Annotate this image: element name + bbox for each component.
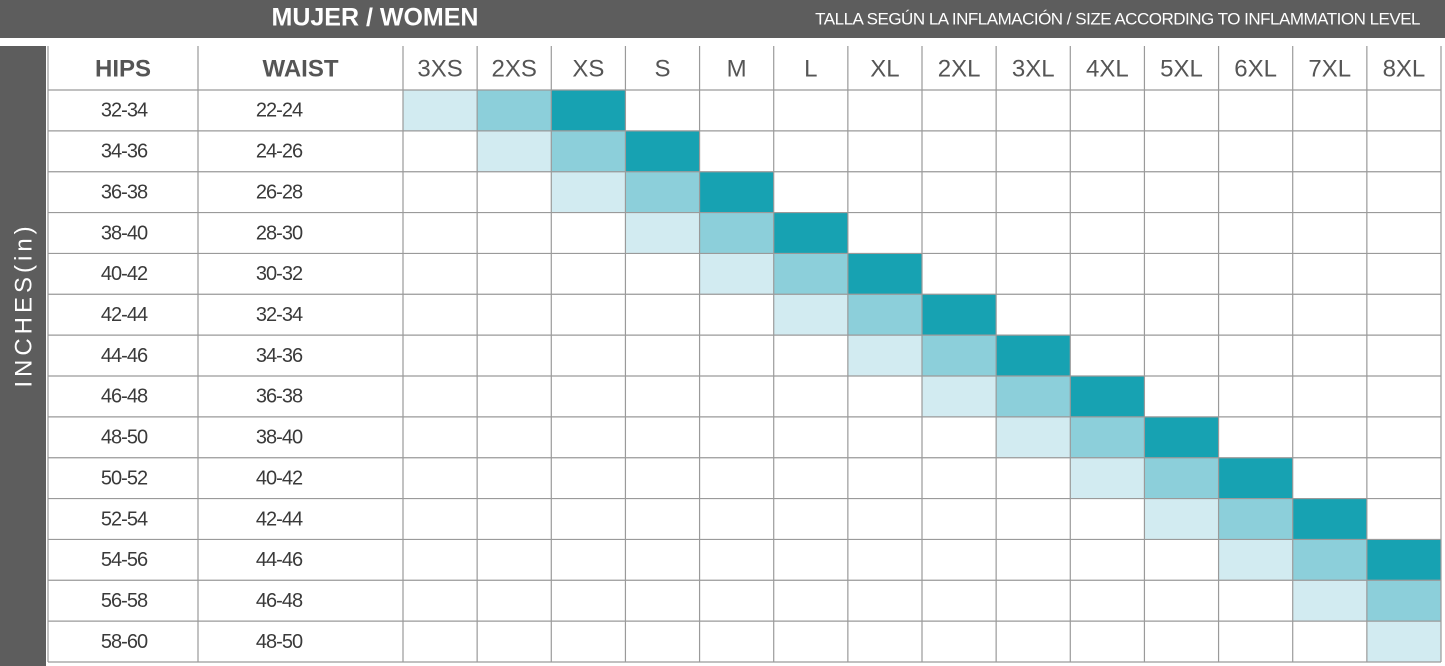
fit-cell — [625, 171, 700, 213]
hips-cell: 36-38 — [101, 181, 148, 203]
fit-cell — [996, 416, 1071, 458]
fit-cell — [1292, 539, 1367, 581]
fit-cell — [773, 212, 848, 254]
hips-cell: 58-60 — [101, 631, 148, 653]
hips-cell: 34-36 — [101, 141, 148, 163]
hips-cell: 42-44 — [101, 304, 148, 326]
fit-cell — [1218, 498, 1293, 540]
column-header: WAIST — [263, 55, 339, 82]
column-header: 4XL — [1086, 55, 1129, 82]
fit-cell — [773, 253, 848, 295]
fit-cell — [1144, 457, 1219, 499]
column-header: 7XL — [1308, 55, 1351, 82]
fit-cell — [477, 90, 552, 131]
hips-cell: 48-50 — [101, 427, 148, 449]
fit-cell — [1218, 457, 1293, 499]
fit-cell — [1144, 416, 1219, 458]
column-header: 2XL — [938, 55, 981, 82]
waist-cell: 44-46 — [256, 549, 303, 571]
fit-cell — [773, 294, 848, 336]
hips-cell: 50-52 — [101, 467, 148, 489]
fit-cell — [1366, 580, 1441, 622]
waist-cell: 48-50 — [256, 631, 303, 653]
fit-cell — [1070, 376, 1145, 417]
fit-cell — [699, 253, 774, 295]
column-header: 2XS — [492, 55, 537, 82]
fit-cell — [847, 294, 922, 336]
waist-cell: 36-38 — [256, 386, 303, 408]
waist-cell: 46-48 — [256, 590, 303, 612]
fit-cell — [996, 376, 1071, 417]
waist-cell: 38-40 — [256, 427, 303, 449]
fit-cell — [699, 171, 774, 213]
fit-cell — [1366, 539, 1441, 581]
fit-cell — [477, 130, 552, 172]
side-bar — [0, 46, 46, 666]
fit-cell — [551, 130, 626, 172]
fit-cell — [922, 376, 997, 417]
header-bar — [0, 0, 1445, 38]
column-header: HIPS — [95, 55, 151, 82]
waist-cell: 26-28 — [256, 181, 303, 203]
fit-cell — [1070, 457, 1145, 499]
waist-cell: 32-34 — [256, 304, 303, 326]
fit-cell — [551, 171, 626, 213]
fit-cell — [847, 253, 922, 295]
hips-cell: 54-56 — [101, 549, 148, 571]
fit-cell — [922, 294, 997, 336]
waist-cell: 24-26 — [256, 141, 303, 163]
hips-cell: 38-40 — [101, 222, 148, 244]
side-label: INCHES(in) — [10, 222, 37, 387]
fit-cell — [922, 335, 997, 376]
fit-cell — [1292, 498, 1367, 540]
column-header: 8XL — [1383, 55, 1426, 82]
fit-cell — [1070, 416, 1145, 458]
fit-cell — [699, 212, 774, 254]
column-header: L — [804, 55, 817, 82]
fit-cell — [1366, 621, 1441, 662]
waist-cell: 42-44 — [256, 508, 303, 530]
title: MUJER / WOMEN — [272, 4, 479, 32]
waist-cell: 34-36 — [256, 345, 303, 367]
column-header: 3XS — [417, 55, 462, 82]
hips-cell: 32-34 — [101, 100, 148, 122]
column-header: S — [654, 55, 670, 82]
fit-cell — [403, 90, 478, 131]
column-header: 5XL — [1160, 55, 1203, 82]
column-header: M — [727, 55, 747, 82]
column-header: 6XL — [1234, 55, 1277, 82]
subtitle: TALLA SEGÚN LA INFLAMACIÓN / SIZE ACCORD… — [815, 9, 1420, 28]
waist-cell: 22-24 — [256, 100, 303, 122]
waist-cell: 28-30 — [256, 222, 303, 244]
column-header: 3XL — [1012, 55, 1055, 82]
fit-cell — [1218, 539, 1293, 581]
column-header: XS — [572, 55, 604, 82]
fit-cell — [847, 335, 922, 376]
fit-cell — [1144, 498, 1219, 540]
hips-cell: 56-58 — [101, 590, 148, 612]
fit-cell — [996, 335, 1071, 376]
fit-cell — [625, 212, 700, 254]
hips-cell: 46-48 — [101, 386, 148, 408]
column-header: XL — [870, 55, 899, 82]
fit-cell — [1292, 580, 1367, 622]
fit-cell — [551, 90, 626, 131]
waist-cell: 30-32 — [256, 263, 303, 285]
fit-cell — [625, 130, 700, 172]
hips-cell: 52-54 — [101, 508, 148, 530]
hips-cell: 40-42 — [101, 263, 148, 285]
hips-cell: 44-46 — [101, 345, 148, 367]
waist-cell: 40-42 — [256, 467, 303, 489]
